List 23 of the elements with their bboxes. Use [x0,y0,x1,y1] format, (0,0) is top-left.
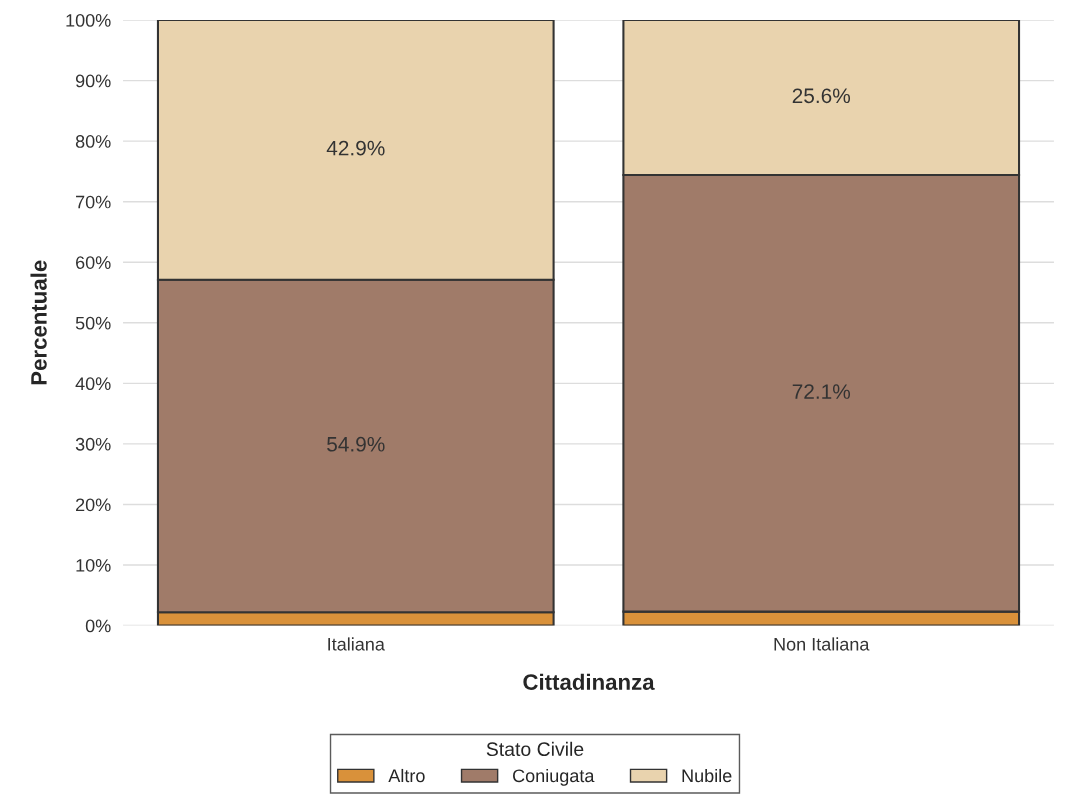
y-tick-label: 20% [76,498,111,512]
data-label: 54.9% [327,436,385,452]
y-tick-label: 90% [75,74,111,88]
y-tick-label: 40% [75,377,111,391]
y-tick-label: 30% [75,437,111,451]
y-tick-label: 100% [66,13,111,27]
x-tick-label: Italiana [328,637,385,651]
y-tick-label: 70% [76,195,111,209]
data-label: 72.1% [792,384,851,399]
y-tick-label: 50% [75,316,111,330]
data-label: 42.9% [326,140,385,156]
y-tick-label: 80% [75,135,111,148]
legend-label: Coniugata [513,768,595,786]
y-tick-label: 0% [85,619,111,633]
legend-title: Stato Civile [486,741,584,757]
data-label: 25.6% [792,88,851,104]
legend-label: Altro [388,768,425,783]
x-axis-title: Cittadinanza [523,673,655,690]
y-axis-title: Percentuale [30,260,47,385]
legend-label: Nubile [682,768,732,783]
y-tick-label: 60% [76,256,111,269]
y-tick-label: 10% [76,558,111,572]
x-tick-label: Non Italiana [774,637,870,651]
